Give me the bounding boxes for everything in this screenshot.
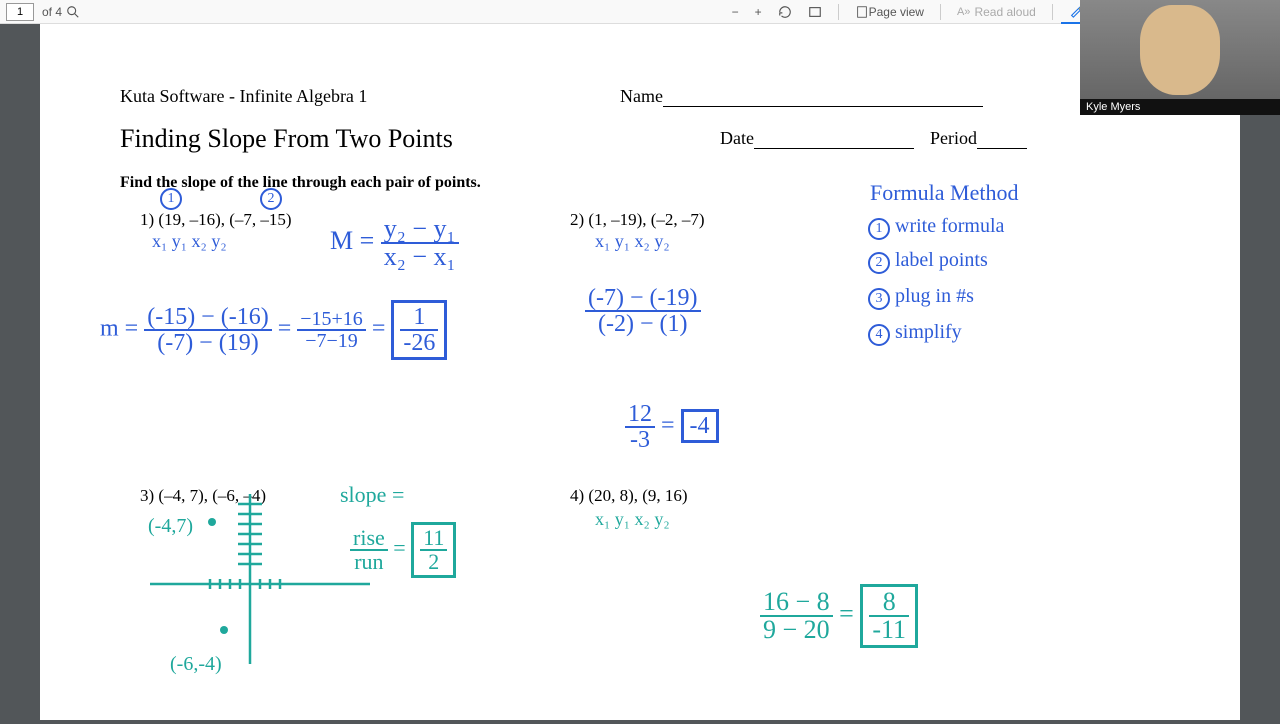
notes-4: 4 simplify xyxy=(868,322,962,346)
notes-3: 3 plug in #s xyxy=(868,286,974,310)
problem-2: 2) (1, –19), (–2, –7) xyxy=(570,210,705,230)
name-field: Name xyxy=(620,86,983,107)
p1-labels: x₁ y₁ x₂ y₂ xyxy=(152,232,227,250)
p3-pt1: (-4,7) xyxy=(148,516,193,536)
read-aloud-button[interactable]: A»Read aloud xyxy=(949,0,1044,24)
rotate-button[interactable] xyxy=(770,0,800,24)
webcam-video xyxy=(1080,0,1280,99)
problem-3: 3) (–4, 7), (–6, –4) xyxy=(140,486,266,506)
zoom-in-button[interactable]: + xyxy=(747,0,770,24)
notes-2: 2 label points xyxy=(868,250,988,274)
circle-1: 1 xyxy=(160,188,182,210)
webcam-overlay: Kyle Myers xyxy=(1080,0,1280,115)
document-area: Kuta Software - Infinite Algebra 1 Name … xyxy=(0,24,1280,720)
search-icon[interactable] xyxy=(66,5,80,19)
problem-1: 1) (19, –16), (–7, –15) xyxy=(140,210,292,230)
p2-labels: x₁ y₁ x₂ y₂ xyxy=(595,232,670,250)
zoom-out-button[interactable]: − xyxy=(724,0,747,24)
p3-riserun: riserun = 112 xyxy=(350,522,456,578)
p2-simpl: 12-3 = -4 xyxy=(625,402,719,452)
p2-work: (-7) − (-19)(-2) − (1) xyxy=(585,286,701,336)
p1-work: m = (-15) − (-16)(-7) − (19) = −15+16−7−… xyxy=(100,300,447,360)
doc-title: Finding Slope From Two Points xyxy=(120,124,453,154)
fit-button[interactable] xyxy=(800,0,830,24)
period-field: Period xyxy=(930,128,1027,149)
webcam-name-label: Kyle Myers xyxy=(1080,99,1280,115)
page-view-button[interactable]: Page view xyxy=(847,0,932,24)
circle-2: 2 xyxy=(260,188,282,210)
p4-work: 16 − 89 − 20 = 8-11 xyxy=(760,584,918,648)
problem-4: 4) (20, 8), (9, 16) xyxy=(570,486,688,506)
slope-word: slope = xyxy=(340,484,404,506)
date-field: Date xyxy=(720,128,914,149)
p3-pt2: (-6,-4) xyxy=(170,654,222,674)
pdf-page: Kuta Software - Infinite Algebra 1 Name … xyxy=(40,24,1240,720)
page-number-input[interactable] xyxy=(6,3,34,21)
notes-title: Formula Method xyxy=(870,182,1019,204)
formula: M = y₂ − y₁x₂ − x₁ xyxy=(330,216,459,270)
page-total: of 4 xyxy=(42,5,62,19)
p4-labels: x₁ y₁ x₂ y₂ xyxy=(595,510,670,528)
notes-1: 1 write formula xyxy=(868,216,1004,240)
doc-source: Kuta Software - Infinite Algebra 1 xyxy=(120,86,367,107)
